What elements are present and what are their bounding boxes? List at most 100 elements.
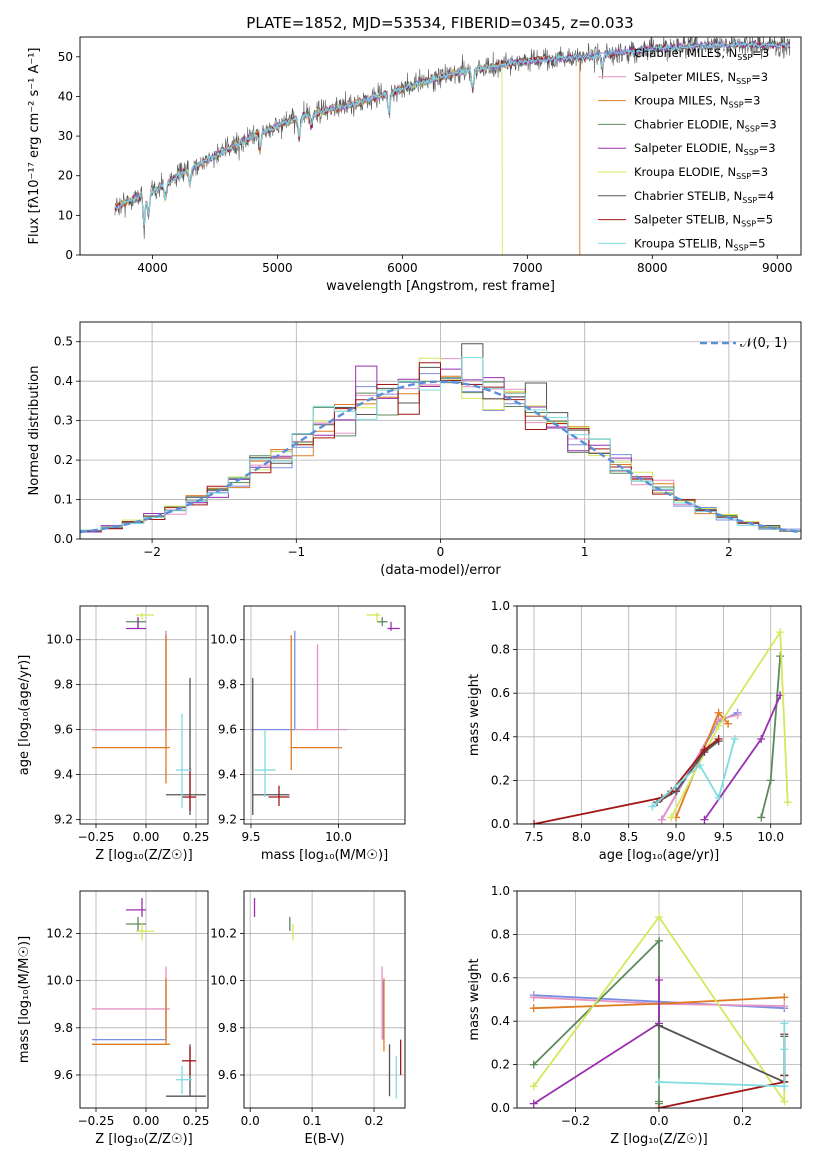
x-tick-label: 9.0 [666,830,685,844]
legend-label: Salpeter MILES, NSSP=3 [634,70,768,86]
point-marker [667,813,676,822]
y-tick-label: 0.1 [54,493,73,507]
legend: Chabrier MILES, NSSP=3 Salpeter MILES, NS… [598,46,777,252]
chart-panel-1: −2 −1 0 1 2 0.0 0.1 0.2 0.3 0.4 0.5 (data-model)/er… [27,321,802,578]
point-marker [655,936,663,945]
legend-label: Salpeter ELODIE, NSSP=3 [634,141,776,157]
series-line-8 [651,738,736,808]
point-marker [780,1002,789,1011]
plot-area [251,612,400,816]
x-tick-label: 1 [581,545,589,559]
point-marker [700,815,709,824]
y-tick-label: 9.8 [54,678,73,692]
plot-area [529,913,789,1108]
point-marker [714,721,723,730]
grid-lines [244,891,405,1108]
point-marker [733,711,742,719]
x-tick-label: 0.00 [133,1114,160,1128]
y-tick-label: 10.0 [46,974,73,988]
x-tick-label: 0.2 [364,1114,383,1128]
y-tick-label: 0.3 [54,414,73,428]
point-marker [780,1019,789,1028]
y-tick-label: 10 [58,208,73,222]
point-marker [700,745,709,754]
x-tick-label: 4000 [137,261,168,275]
series-line-6 [658,1024,786,1084]
y-tick-label: 0.0 [491,817,510,831]
grid-lines [517,605,801,825]
y-tick-label: 1.0 [491,599,510,613]
y-tick-label: 9.4 [218,768,237,782]
point-marker [714,708,723,717]
point-marker [757,813,766,822]
y-axis-label: mass weight [467,958,482,1040]
legend-label: Chabrier MILES, NSSP=3 [634,46,769,62]
x-axis-label: Z [log₁₀(Z/Z☉)] [95,848,192,863]
point-marker [655,913,663,922]
x-tick-label: −0.2 [561,1114,590,1128]
spectrum-line-2 [114,54,581,255]
y-tick-label: 0.0 [491,1101,510,1115]
normal-curve [80,380,801,534]
chart-panel-2: −0.25 0.00 0.25 9.2 9.4 9.6 9.8 10.0 Z [log₁₀(Z/… [17,605,209,863]
y-axis-label: Flux [fλ10⁻¹⁷ erg cm⁻² s⁻¹ A⁻¹] [27,48,42,245]
y-tick-label: 9.2 [54,813,73,827]
y-tick-label: 9.4 [54,768,73,782]
y-tick-label: 0.4 [491,730,510,744]
x-tick-label: 9000 [762,261,793,275]
figure-title: PLATE=1852, MJD=53534, FIBERID=0345, z=0… [246,14,633,32]
y-tick-label: 10.0 [210,633,237,647]
x-tick-label: 2 [725,545,733,559]
x-tick-label: 8000 [637,261,668,275]
y-axis-label: mass weight [467,674,482,756]
legend-label: Kroupa MILES, NSSP=3 [634,94,760,110]
grid-lines [80,891,208,1108]
y-tick-label: 10.2 [46,926,73,940]
point-marker [655,975,663,984]
y-tick-label: 9.8 [54,1021,73,1035]
point-marker [655,1104,663,1108]
legend-label: Chabrier STELIB, NSSP=4 [634,189,774,205]
y-tick-label: 10.0 [210,974,237,988]
point-marker [780,1045,789,1054]
spectrum-line-8 [114,40,791,226]
axes-frame [79,36,802,256]
series-line-5 [532,915,786,1105]
x-tick-label: 7.5 [524,830,543,844]
plot-area [114,37,791,255]
axes-frame [79,890,209,1109]
y-tick-label: 0.6 [491,971,510,985]
x-axis-label: Z [log₁₀(Z/Z☉)] [95,1132,192,1147]
series-line-8 [658,1023,786,1088]
grid-lines [80,606,208,824]
axes-frame [79,605,209,825]
point-marker [695,761,704,770]
plot-area [530,628,792,824]
point-marker [730,734,739,743]
point-marker [529,1082,538,1091]
point-marker [657,815,666,824]
x-tick-label: 6000 [387,261,418,275]
axes-frame [243,605,406,825]
legend-label: Kroupa STELIB, NSSP=5 [634,236,765,252]
grid-lines [244,606,405,824]
series-line-6 [656,740,720,803]
y-tick-label: 0.4 [491,1014,510,1028]
axes-frame [243,890,406,1109]
x-tick-label: 0.00 [133,830,160,844]
x-axis-label: Z [log₁₀(Z/Z☉)] [610,1132,707,1147]
point-marker [776,628,785,637]
legend-label: Kroupa ELODIE, NSSP=3 [634,165,768,181]
point-marker [780,1082,789,1091]
y-tick-label: 9.6 [54,723,73,737]
point-marker [714,793,723,802]
x-axis-label: wavelength [Angstrom, rest frame] [326,279,555,294]
x-tick-label: 8.0 [572,830,591,844]
x-tick-label: −0.25 [78,1114,115,1128]
axes-frame [79,321,802,540]
x-tick-label: 5000 [262,261,293,275]
x-tick-label: −0.25 [78,830,115,844]
point-marker [529,1004,538,1013]
y-tick-label: 0.2 [491,773,510,787]
